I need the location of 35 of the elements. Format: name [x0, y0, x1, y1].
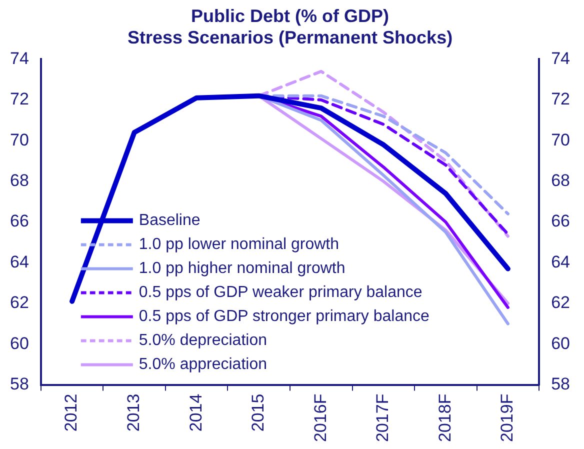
x-tick-label: 2018F [435, 394, 454, 442]
x-tick-label: 2014 [186, 394, 206, 432]
x-tick-label: 2019F [498, 394, 517, 442]
chart-subtitle: Stress Scenarios (Permanent Shocks) [127, 27, 453, 48]
y-tick-label: 60 [10, 334, 29, 353]
y2-tick-label: 66 [551, 212, 570, 231]
legend-label: 5.0% appreciation [138, 356, 268, 374]
y2-tick-label: 64 [551, 252, 570, 272]
x-tick-label: 2017F [373, 394, 392, 442]
x-tick-label: 2015 [248, 394, 268, 432]
y2-tick-label: 58 [551, 374, 570, 394]
y-tick-label: 72 [10, 90, 29, 109]
y2-tick-label: 60 [551, 334, 570, 353]
y-tick-label: 68 [10, 170, 29, 190]
legend-label: Baseline [138, 212, 200, 230]
y2-tick-label: 70 [551, 130, 570, 150]
y2-tick-label: 74 [551, 48, 570, 68]
y2-tick-label: 72 [551, 90, 570, 109]
legend-label: 1.0 pp lower nominal growth [138, 236, 340, 254]
x-tick-label: 2016F [310, 394, 330, 442]
y-tick-label: 74 [10, 48, 29, 68]
y-tick-label: 70 [10, 130, 29, 150]
y-tick-label: 58 [10, 374, 29, 394]
x-tick-label: 2013 [124, 394, 144, 432]
legend-label: 1.0 pp higher nominal growth [138, 260, 346, 278]
x-tick-label: 2012 [62, 394, 81, 432]
legend-label: 5.0% depreciation [138, 332, 268, 350]
legend-label: 0.5 pps of GDP stronger primary balance [138, 308, 430, 326]
y-tick-label: 66 [10, 212, 29, 231]
chart-title: Public Debt (% of GDP) [191, 6, 390, 26]
y2-tick-label: 62 [551, 293, 570, 312]
y2-tick-label: 68 [551, 170, 570, 190]
y-tick-label: 64 [10, 252, 29, 272]
y-tick-label: 62 [10, 293, 29, 312]
legend-label: 0.5 pps of GDP weaker primary balance [138, 284, 422, 302]
